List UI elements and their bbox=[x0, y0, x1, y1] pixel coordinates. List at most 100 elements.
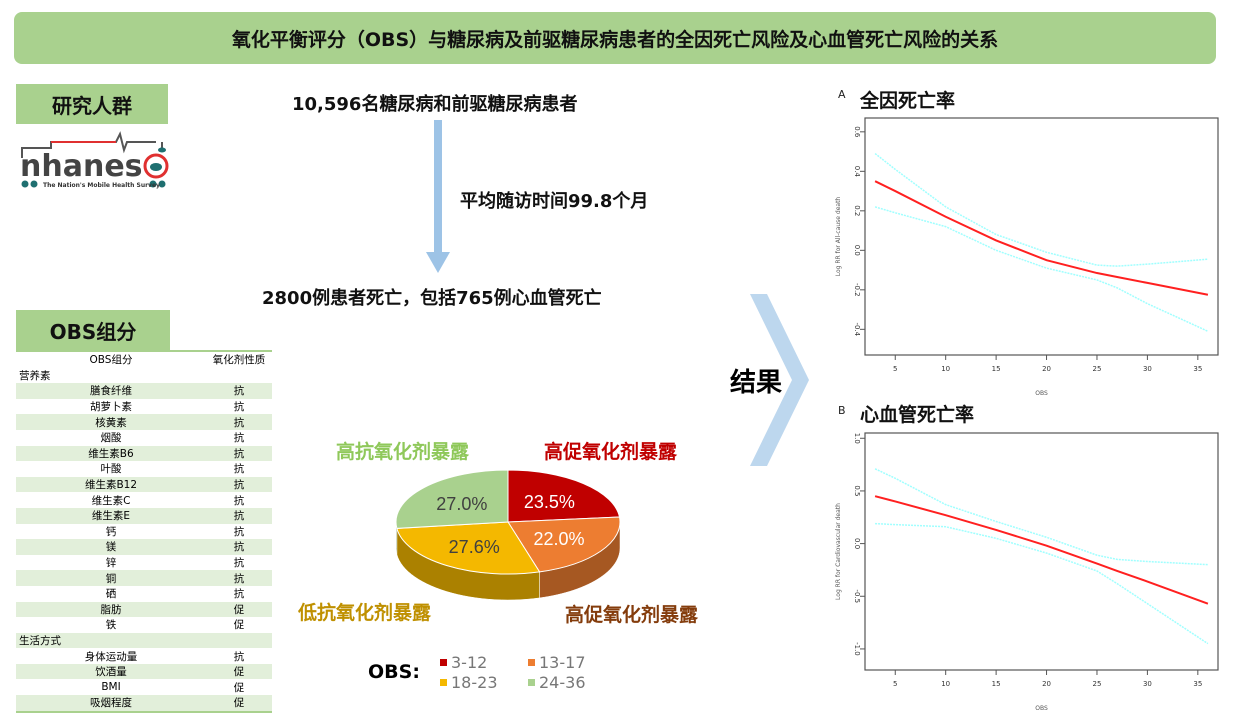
legend-item: 24-36 bbox=[528, 673, 586, 692]
x-tick-label: 15 bbox=[992, 365, 1001, 373]
x-tick-label: 35 bbox=[1193, 365, 1202, 373]
x-tick-label: 20 bbox=[1042, 365, 1051, 373]
legend-label: 13-17 bbox=[539, 653, 586, 672]
component-type: 抗 bbox=[233, 447, 245, 460]
x-tick-label: 30 bbox=[1143, 680, 1152, 688]
pie-data-label: 23.5% bbox=[524, 492, 575, 512]
x-tick-label: 10 bbox=[941, 365, 950, 373]
component-type: 抗 bbox=[233, 463, 245, 476]
series-upper-line bbox=[874, 152, 1208, 267]
component-name: 铁 bbox=[105, 619, 117, 632]
component-name: 饮酒量 bbox=[95, 666, 127, 679]
legend-swatch bbox=[440, 659, 447, 666]
component-type: 抗 bbox=[233, 432, 245, 445]
y-tick-label: -0.2 bbox=[853, 283, 861, 297]
table-section-row: 营养素 bbox=[16, 368, 272, 384]
table-row: 膳食纤维 抗 bbox=[16, 383, 272, 399]
component-type: 抗 bbox=[233, 494, 245, 507]
component-name: 胡萝卜素 bbox=[90, 401, 132, 414]
table-row: 维生素E 抗 bbox=[16, 507, 272, 524]
pie-group-label-low-anti: 低抗氧化剂暴露 bbox=[298, 602, 432, 624]
legend-item: 13-17 bbox=[528, 653, 586, 672]
y-axis-label: Log RR for All-cause death bbox=[835, 197, 842, 277]
panel-a-letter: A bbox=[838, 88, 846, 101]
x-tick-label: 25 bbox=[1093, 680, 1102, 688]
table-row: 铁促 bbox=[16, 617, 272, 633]
component-type: 抗 bbox=[233, 385, 245, 398]
y-tick-label: 0.4 bbox=[853, 166, 861, 178]
x-tick-label: 35 bbox=[1193, 680, 1202, 688]
component-name: 维生素E bbox=[91, 510, 131, 523]
component-type: 抗 bbox=[233, 525, 245, 538]
series-lower-line bbox=[874, 206, 1209, 332]
pie-data-label: 22.0% bbox=[533, 529, 584, 549]
all-cause-death-chart: 5 10 15 20 25 30 35 -0.4 -0.2 0.0 0.2 0.4 0.6 OBS Log … bbox=[835, 117, 1219, 397]
pie-group-label-high-anti: 高抗氧化剂暴露 bbox=[336, 441, 470, 463]
header-type: 氧化剂性质 bbox=[212, 354, 266, 367]
obs-groups-tag: OBS组分 bbox=[16, 310, 170, 350]
y-tick-label: -0.5 bbox=[853, 589, 861, 603]
table-row: 胡萝卜素 抗 bbox=[16, 399, 272, 415]
component-name: 烟酸 bbox=[100, 432, 122, 445]
legend-label: 3-12 bbox=[451, 653, 488, 672]
y-tick-label: 0.0 bbox=[853, 245, 861, 256]
panel-b-title: 心血管死亡率 bbox=[860, 404, 975, 426]
component-name: 叶酸 bbox=[100, 463, 122, 476]
series-lower-line bbox=[875, 522, 1209, 645]
x-tick-label: 5 bbox=[893, 365, 897, 373]
legend-label: 24-36 bbox=[539, 673, 586, 692]
legend-swatch bbox=[528, 659, 535, 666]
y-tick-label: -0.4 bbox=[853, 322, 861, 336]
x-tick-label: 10 bbox=[941, 680, 950, 688]
x-tick-label: 15 bbox=[992, 680, 1001, 688]
component-name: 膳食纤维 bbox=[90, 385, 132, 398]
pie-group-label-high-pro-1: 高促氧化剂暴露 bbox=[544, 441, 678, 463]
legend-item: 18-23 bbox=[440, 673, 498, 692]
obs-pie-chart: 23.5% 22.0% 27.6% 27.0% bbox=[395, 469, 621, 601]
x-tick-label: 30 bbox=[1143, 365, 1152, 373]
table-row: 维生素C 抗 bbox=[16, 492, 272, 508]
deaths-text: 2800例患者死亡，包括765例心血管死亡 bbox=[262, 288, 602, 309]
table-section-row: 生活方式 bbox=[16, 632, 272, 649]
y-tick-label: 0.6 bbox=[853, 126, 861, 138]
component-type: 抗 bbox=[233, 541, 245, 554]
population-tag: 研究人群 bbox=[16, 84, 168, 124]
table-row: 铜抗 bbox=[16, 570, 272, 586]
component-type: 抗 bbox=[233, 557, 245, 570]
component-type: 促 bbox=[233, 681, 245, 694]
x-tick-label: 20 bbox=[1042, 680, 1051, 688]
cardiovascular-death-chart: 5 10 15 20 25 30 35 -1.0 -0.5 0.0 0.5 1.0 OBS Log RR … bbox=[835, 432, 1219, 712]
table-header: OBS组分 氧化剂性质 bbox=[16, 352, 272, 368]
component-type: 抗 bbox=[233, 510, 245, 523]
svg-text:nhanes: nhanes bbox=[20, 149, 143, 184]
component-name: 维生素B12 bbox=[84, 479, 138, 492]
component-name: 脂肪 bbox=[100, 603, 122, 616]
component-type: 抗 bbox=[233, 479, 245, 492]
table-row: 钙抗 bbox=[16, 524, 272, 540]
component-type: 促 bbox=[233, 619, 245, 632]
x-tick-label: 5 bbox=[893, 680, 897, 688]
table-row: 镁抗 bbox=[16, 539, 272, 555]
component-name: 铜 bbox=[105, 572, 117, 585]
component-name: 维生素C bbox=[91, 494, 131, 507]
chevron-right-icon bbox=[750, 294, 809, 466]
pie-slice bbox=[507, 469, 621, 523]
component-type: 促 bbox=[233, 697, 245, 710]
y-tick-label: 0.2 bbox=[853, 205, 861, 216]
results-label: 结果 bbox=[730, 368, 783, 398]
legend-swatch bbox=[528, 679, 535, 686]
component-name: 生活方式 bbox=[19, 634, 61, 647]
legend-swatch bbox=[440, 679, 447, 686]
table-row: 核黄素 抗 bbox=[16, 414, 272, 430]
x-axis-label: OBS bbox=[1035, 390, 1048, 397]
y-tick-label: 1.0 bbox=[853, 433, 861, 444]
table-row: 维生素B12 抗 bbox=[16, 476, 272, 493]
plot-frame bbox=[864, 432, 1219, 671]
table-row: 脂肪 促 bbox=[16, 601, 272, 618]
component-name: 吸烟程度 bbox=[90, 697, 132, 710]
component-type: 抗 bbox=[233, 416, 245, 429]
table-row: 锌抗 bbox=[16, 555, 272, 571]
table-row: 烟酸 抗 bbox=[16, 430, 272, 446]
panel-a-title: 全因死亡率 bbox=[860, 90, 956, 112]
x-tick-label: 25 bbox=[1093, 365, 1102, 373]
